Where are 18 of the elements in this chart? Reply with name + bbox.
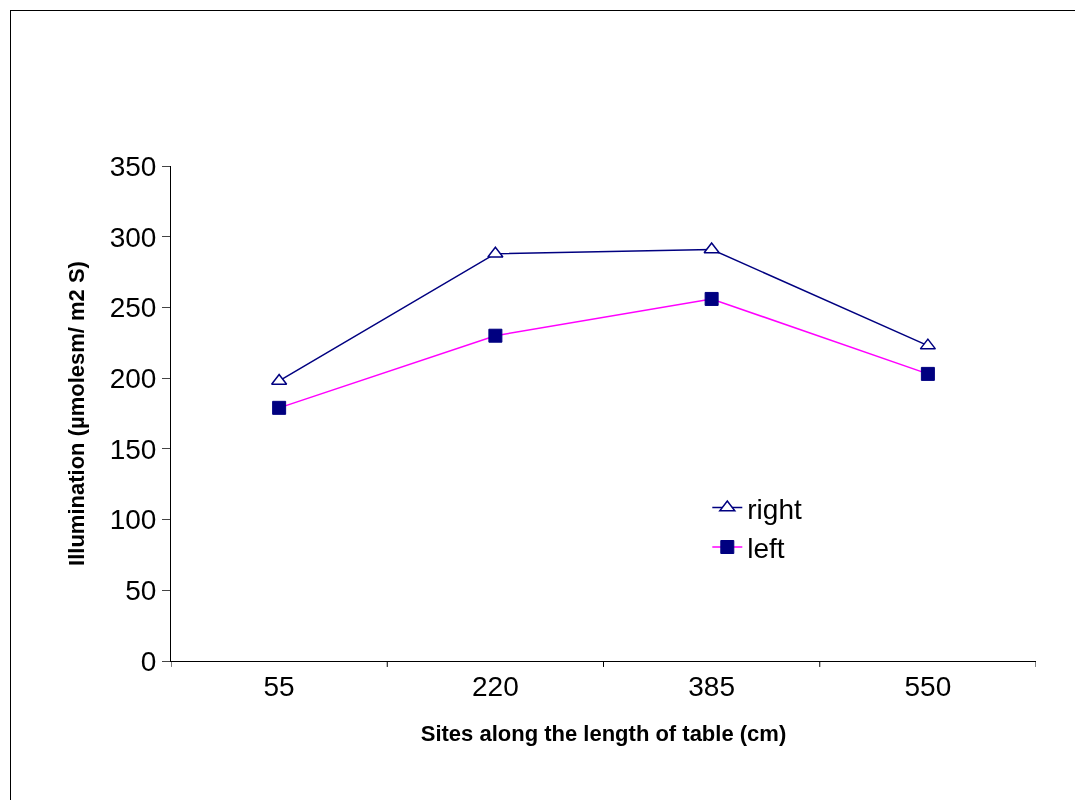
y-tick-label: 150 <box>109 433 157 465</box>
x-tick-label: 55 <box>263 670 295 702</box>
y-tick-label: 0 <box>140 645 157 677</box>
legend-label: right <box>747 493 802 525</box>
x-axis-title: Sites along the length of table (cm) <box>420 721 787 747</box>
point <box>487 246 504 258</box>
legend-label: left <box>747 532 785 564</box>
x-tick-label: 385 <box>688 670 735 702</box>
x-tick-label: 550 <box>904 670 952 702</box>
x-tick-label: 220 <box>472 670 519 702</box>
y-tick-label: 350 <box>109 150 157 182</box>
y-axis-title: Illumination (µmolesm/ m2 S) <box>64 261 90 566</box>
point <box>703 242 720 254</box>
y-tick-label: 200 <box>109 362 157 394</box>
y-tick-label: 300 <box>109 221 157 253</box>
y-tick-label: 250 <box>109 292 157 324</box>
y-tick-label: 50 <box>125 575 157 607</box>
y-tick-label: 100 <box>109 504 157 536</box>
